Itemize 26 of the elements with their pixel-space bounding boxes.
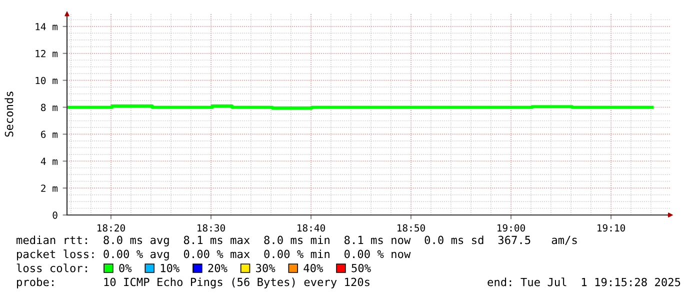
text: loss color: bbox=[16, 264, 87, 272]
x-tick-label: 19:00 bbox=[498, 224, 526, 232]
x-tick-label: 18:30 bbox=[198, 224, 226, 232]
y-tick-label: 0 bbox=[52, 212, 58, 219]
legend-label: 10% bbox=[160, 264, 180, 272]
text: median rtt: 8.0 ms avg 8.1 ms max 8.0 ms min 8.1 ms now 0.0 ms sd 367.5 am/s bbox=[16, 236, 577, 246]
legend-label: 0% bbox=[119, 264, 132, 272]
legend-label: 40% bbox=[304, 264, 324, 272]
y-tick-label: 10 m bbox=[36, 76, 58, 84]
y-tick-label: 4 m bbox=[40, 158, 58, 165]
y-tick-label: 6 m bbox=[41, 130, 58, 138]
y-tick-label: 14 m bbox=[36, 23, 58, 30]
text: end: Tue Jul 1 19:15:28 2025 bbox=[488, 278, 680, 286]
x-tick-label: 18:40 bbox=[298, 224, 326, 232]
y-tick-label: 12 m bbox=[36, 50, 58, 58]
legend-label: 50% bbox=[352, 264, 371, 272]
text: packet loss: 0.00 % avg 0.00 % max 0.00 % min 0.00 % now bbox=[17, 250, 411, 260]
x-tick-label: 18:20 bbox=[98, 224, 125, 232]
legend-label: 30% bbox=[256, 264, 276, 272]
x-tick-label: 19:10 bbox=[598, 224, 626, 232]
x-tick-label: 18:50 bbox=[398, 224, 425, 232]
y-tick-label: 2 m bbox=[41, 184, 58, 192]
text: probe: 10 ICMP Echo Pings (56 Bytes) every 120s bbox=[17, 278, 370, 288]
legend-label: 20% bbox=[208, 264, 228, 272]
y-tick-label: 8 m bbox=[41, 104, 58, 112]
y-axis-title: Seconds bbox=[4, 92, 14, 137]
